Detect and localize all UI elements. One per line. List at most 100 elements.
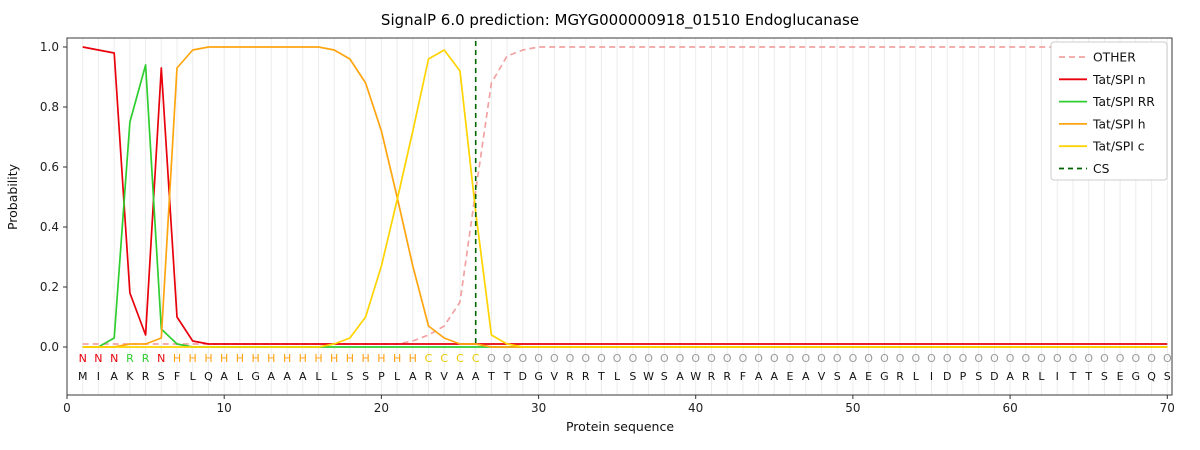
series-line-other [82,46,1168,345]
residue-class-letter: H [267,352,275,365]
residue-class-letter: O [1100,352,1109,365]
residue-letter: S [975,370,982,383]
legend-label: OTHER [1093,51,1136,65]
residue-class-letter: H [314,352,322,365]
residue-letter: Q [204,370,213,383]
y-tick-label: 0.0 [40,340,59,354]
legend-label: Tat/SPI h [1092,117,1146,131]
axes: 0 10 20 30 40 50 60 70 0.0 0.2 0.4 0.6 0.8 1.0 [40,37,1175,415]
residue-letter: A [849,370,857,383]
x-tick-label: 50 [845,401,860,415]
residue-class-letter: O [911,352,920,365]
residue-letter: S [834,370,841,383]
y-tick-label: 0.2 [40,280,59,294]
residue-class-letter: O [1163,352,1172,365]
residue-class-letter: O [597,352,606,365]
residue-letter: L [913,370,920,383]
residue-class-letter: C [456,352,464,365]
residue-class-letter: H [189,352,197,365]
residue-letter: D [519,370,527,383]
x-tick-label: 60 [1002,401,1017,415]
residue-class-letter: O [849,352,858,365]
residue-letter: Q [1147,370,1156,383]
residue-letter: R [1022,370,1030,383]
residue-class-letter: O [534,352,543,365]
residue-letter: D [943,370,951,383]
residue-letter: S [346,370,353,383]
residue-letter: A [299,370,307,383]
x-tick-label: 70 [1160,401,1175,415]
residue-class-letter: O [503,352,512,365]
residue-letter: L [394,370,401,383]
x-tick-label: 40 [688,401,703,415]
residue-letter: G [1132,370,1141,383]
residue-letter: A [755,370,763,383]
residue-class-letter: O [487,352,496,365]
residue-letter: G [251,370,260,383]
residue-letter: P [960,370,967,383]
residue-letter: I [97,370,100,383]
residue-letter: W [690,370,701,383]
x-axis-label: Protein sequence [566,419,674,434]
residue-letter: A [409,370,417,383]
residue-class-letter: O [723,352,732,365]
residue-letter: A [472,370,480,383]
residue-class-letter: H [330,352,338,365]
residue-letter: S [362,370,369,383]
residue-class-letter: O [1053,352,1062,365]
residue-class-letter: N [157,352,165,365]
residue-letter: T [1069,370,1077,383]
y-axis-label: Probability [5,163,20,230]
residue-letter: A [110,370,118,383]
residue-letter: L [315,370,322,383]
residue-letter: D [990,370,998,383]
residue-letter: T [503,370,511,383]
residue-class-letter: O [707,352,716,365]
residue-class-letter: H [393,352,401,365]
series-line-tat-spi-c [82,49,1168,348]
series-line-tat-spi-rr [82,64,1168,348]
legend-label: CS [1093,162,1110,176]
residue-letter: W [643,370,654,383]
residue-class-letter: O [613,352,622,365]
y-tick-label: 0.4 [40,220,59,234]
residue-letter: S [1164,370,1171,383]
residue-letter: S [1101,370,1108,383]
residue-letter: P [378,370,385,383]
residue-class-letter: C [472,352,480,365]
residue-rows: NMNINARKRRNSHFHLHQHAHLHGHAHAHAHLHLHSHSHP… [78,352,1172,383]
residue-class-letter: O [896,352,905,365]
residue-class-letter: O [833,352,842,365]
residue-class-letter: O [801,352,810,365]
legend-label: Tat/SPI RR [1092,95,1155,109]
residue-letter: F [174,370,180,383]
residue-class-letter: H [283,352,291,365]
residue-letter: I [1056,370,1059,383]
x-tick-label: 20 [374,401,389,415]
residue-class-letter: H [173,352,181,365]
residue-class-letter: O [629,352,638,365]
residue-letter: S [158,370,165,383]
residue-class-letter: H [204,352,212,365]
residue-letter: L [614,370,621,383]
residue-letter: V [818,370,826,383]
residue-letter: G [880,370,889,383]
residue-class-letter: H [346,352,354,365]
y-tick-label: 0.8 [40,100,59,114]
residue-letter: I [930,370,933,383]
residue-class-letter: O [927,352,936,365]
residue-class-letter: O [1084,352,1093,365]
legend-label: Tat/SPI c [1092,140,1145,154]
residue-letter: S [661,370,668,383]
plot-border [66,37,1173,396]
residue-class-letter: R [142,352,150,365]
residue-letter: A [456,370,464,383]
residue-letter: V [551,370,559,383]
residue-letter: L [190,370,197,383]
residue-class-letter: O [974,352,983,365]
residue-class-letter: O [786,352,795,365]
residue-class-letter: O [1116,352,1125,365]
residue-class-letter: O [1006,352,1015,365]
